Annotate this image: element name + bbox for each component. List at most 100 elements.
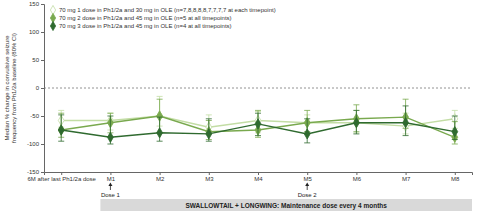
error-bar — [255, 113, 261, 135]
series-marker — [206, 129, 212, 139]
x-tick-mark — [455, 172, 456, 175]
series-marker — [157, 128, 163, 138]
annotation-arrowhead — [305, 183, 309, 187]
y-tick-label: 100 — [29, 29, 40, 35]
x-tick: M7 — [402, 172, 411, 182]
error-bar-cap — [353, 133, 359, 134]
x-axis: 6M after last Ph1/2a doseM1M2M3M4M5M6M7M… — [28, 172, 473, 182]
y-tick-mark — [41, 32, 44, 33]
series-marker — [403, 118, 409, 128]
error-bar-cap — [107, 144, 113, 145]
x-tick-label: M7 — [402, 176, 411, 182]
error-bar — [206, 119, 212, 141]
reference-line — [44, 88, 472, 89]
legend-label: 70 mg 2 dose in Ph1/2a and 45 mg in OLE … — [59, 15, 232, 21]
error-bar-cap — [58, 110, 64, 111]
chart: -150-100-500501001506M after last Ph1/2a… — [0, 0, 480, 212]
error-bar-cap — [157, 117, 163, 118]
y-tick: 0 — [36, 85, 44, 91]
error-bar-cap — [157, 96, 163, 97]
x-tick-label: M5 — [304, 176, 313, 182]
y-tick: -100 — [27, 141, 44, 147]
y-tick-mark — [41, 144, 44, 145]
x-tick-label: M4 — [254, 176, 263, 182]
x-tick: M6 — [353, 172, 362, 182]
series-marker — [452, 127, 458, 137]
error-bar — [353, 105, 359, 132]
y-tick: -150 — [27, 169, 44, 175]
y-axis-title: frequency from Ph1/2a baseline (80% CI) — [11, 33, 17, 143]
x-tick-mark — [406, 172, 407, 175]
annotation: Dose 1 — [101, 183, 121, 199]
x-tick: M4 — [254, 172, 263, 182]
annotation: Dose 2 — [298, 183, 318, 199]
x-tick-label: M8 — [451, 176, 460, 182]
error-bar-cap — [304, 118, 310, 119]
y-axis-line — [41, 5, 45, 173]
y-tick-label: 0 — [36, 85, 40, 91]
legend-label: 70 mg 1 dose in Ph1/2a and 30 mg in OLE … — [59, 7, 276, 13]
error-bar-cap — [58, 113, 64, 114]
series-marker — [304, 129, 310, 139]
error-bar-cap — [403, 105, 409, 106]
x-tick-label: M2 — [156, 176, 165, 182]
error-bar — [353, 110, 359, 134]
series-marker — [353, 118, 359, 128]
y-tick-label: -100 — [27, 141, 40, 147]
series — [58, 106, 458, 144]
x-tick-mark — [258, 172, 259, 175]
error-bar-cap — [255, 135, 261, 136]
error-bar-cap — [353, 104, 359, 105]
error-bar-cap — [107, 113, 113, 114]
series-marker — [107, 132, 113, 142]
band-label: SWALLOWTAIL + LONGWING: Maintenance dose… — [185, 202, 387, 210]
band — [100, 199, 472, 211]
error-bar-cap — [304, 110, 310, 111]
x-tick-mark — [160, 172, 161, 175]
series-marker — [58, 125, 64, 135]
y-tick-label: -150 — [27, 169, 40, 175]
error-bar — [403, 106, 409, 136]
y-tick: 50 — [32, 57, 44, 63]
error-bar-cap — [58, 141, 64, 142]
x-tick-label: M3 — [205, 176, 214, 182]
error-bar-cap — [206, 114, 212, 115]
x-tick-mark — [356, 172, 357, 175]
y-tick-mark — [41, 172, 44, 173]
y-tick: 150 — [29, 1, 44, 7]
error-bar-cap — [255, 137, 261, 138]
x-tick: M3 — [205, 172, 214, 182]
annotation-arrowhead — [108, 183, 112, 187]
error-bar-cap — [304, 142, 310, 143]
series — [58, 99, 458, 144]
x-tick: M5 — [304, 172, 313, 182]
y-axis: -150 -100 -50 0 50 100 150 — [27, 1, 45, 175]
y-tick: 100 — [29, 29, 44, 35]
legend-item: 70 mg 1 dose in Ph1/2a and 30 mg in OLE … — [50, 5, 275, 14]
x-tick: M2 — [156, 172, 165, 182]
legend-item: 70 mg 3 dose in Ph1/2a and 45 mg in OLE … — [50, 21, 231, 30]
error-bar-cap — [107, 116, 113, 117]
y-tick-mark — [41, 60, 44, 61]
legend-label: 70 mg 3 dose in Ph1/2a and 45 mg in OLE … — [59, 23, 232, 29]
error-bar — [58, 115, 64, 141]
x-tick-mark — [61, 172, 62, 175]
error-bar — [304, 119, 310, 143]
error-bar — [452, 116, 458, 140]
plot-marks — [58, 96, 458, 144]
error-bar-cap — [157, 141, 163, 142]
error-bar — [255, 110, 261, 137]
error-bar-cap — [353, 110, 359, 111]
error-bar-cap — [452, 110, 458, 111]
error-bar-cap — [206, 118, 212, 119]
error-bar-cap — [452, 116, 458, 117]
x-tick: M1 — [107, 172, 116, 182]
error-bar-cap — [58, 114, 64, 115]
error-bar-cap — [107, 113, 113, 114]
y-axis-title: Median % change in convulsive seizure — [4, 35, 10, 141]
y-tick-label: 150 — [29, 1, 40, 7]
x-tick-mark — [209, 172, 210, 175]
y-tick: -50 — [30, 113, 44, 119]
y-tick-label: -50 — [30, 113, 39, 119]
error-bar-cap — [206, 141, 212, 142]
